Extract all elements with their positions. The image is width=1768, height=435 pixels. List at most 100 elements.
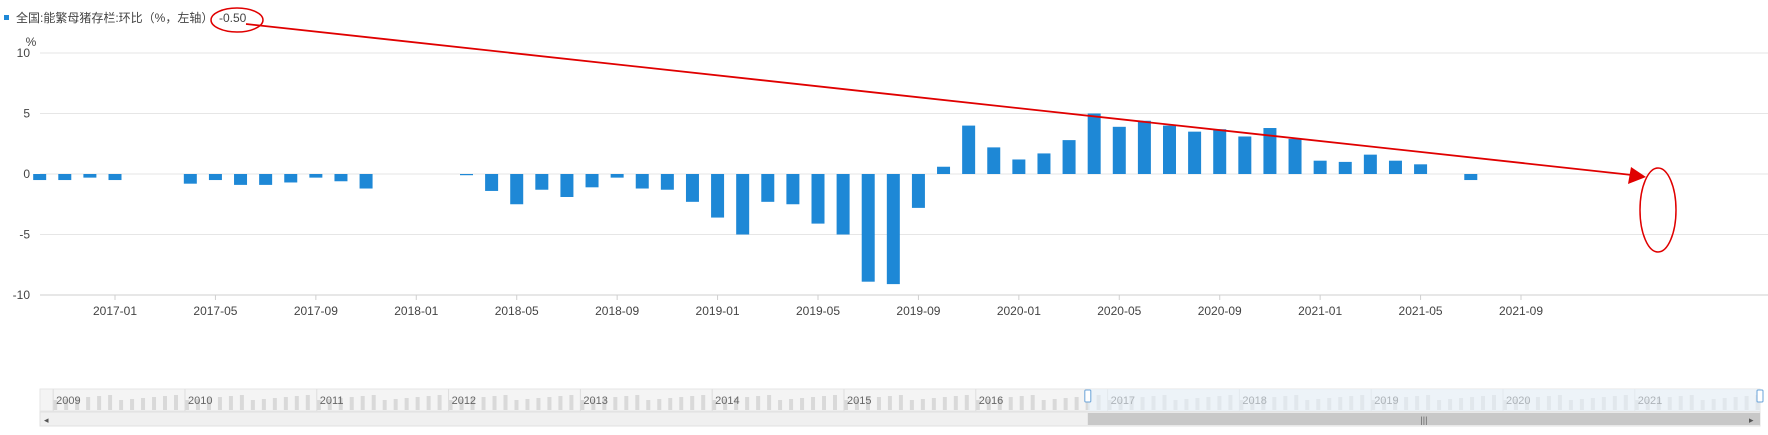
bar[interactable] [33, 174, 47, 181]
bar[interactable] [1388, 160, 1402, 174]
navigator-mini-bar [382, 400, 387, 410]
navigator-window[interactable] [1087, 389, 1760, 411]
bar[interactable] [234, 174, 248, 185]
bar[interactable] [58, 174, 72, 181]
bar[interactable] [811, 174, 825, 224]
bar[interactable] [108, 174, 122, 181]
grid-lines [40, 52, 1768, 296]
bar[interactable] [886, 174, 900, 285]
range-navigator[interactable]: 2009201020112012201320142015201620172018… [39, 388, 1764, 427]
bar[interactable] [83, 174, 97, 178]
navigator-mini-bar [953, 396, 958, 410]
navigator-mini-bar [723, 399, 728, 410]
bar[interactable] [861, 174, 875, 282]
x-axis: 2017-01 2017-05 2017-09 2018-01 2018-05 2018-… [40, 294, 1768, 318]
bar[interactable] [1087, 113, 1101, 175]
bar[interactable] [1012, 159, 1026, 174]
navigator-mini-bar [767, 395, 772, 410]
x-tick-label: 2019-09 [896, 304, 940, 318]
navigator-year-label: 2013 [583, 395, 607, 407]
legend[interactable]: 全国:能繁母猪存栏:环比（%，左轴） -0.50 [4, 10, 247, 25]
navigator-mini-bar [316, 400, 321, 410]
scrollbar-thumb[interactable] [1087, 413, 1760, 425]
bar[interactable] [761, 174, 775, 202]
bar[interactable] [1137, 120, 1151, 174]
navigator-mini-bar [163, 396, 168, 410]
bar[interactable] [987, 147, 1001, 174]
navigator-mini-bar [931, 398, 936, 410]
bar[interactable] [937, 166, 951, 174]
bar[interactable] [836, 174, 850, 235]
scroll-left-arrow-icon[interactable]: ◂ [44, 415, 49, 425]
scroll-right-arrow-icon[interactable]: ▸ [1749, 415, 1754, 425]
navigator-mini-bar [690, 396, 695, 410]
x-tick-label: 2017-09 [294, 304, 338, 318]
navigator-mini-bar [789, 399, 794, 410]
bar[interactable] [485, 174, 499, 191]
bar[interactable] [635, 174, 649, 189]
bar[interactable] [1112, 126, 1126, 174]
navigator-mini-bar [360, 396, 365, 410]
bar[interactable] [309, 174, 323, 178]
navigator-mini-bar [580, 400, 585, 410]
bar[interactable] [1338, 161, 1352, 174]
navigator-handle-right[interactable] [1756, 389, 1764, 403]
bar[interactable] [1213, 129, 1227, 174]
navigator-mini-bar [481, 397, 486, 410]
bar[interactable] [736, 174, 750, 235]
bar[interactable] [1464, 174, 1478, 181]
bar[interactable] [685, 174, 699, 202]
legend-value: -0.50 [219, 11, 247, 25]
scroll-grip-icon[interactable]: ||| [1420, 415, 1427, 425]
bar[interactable] [660, 174, 674, 190]
bar[interactable] [711, 174, 725, 218]
bar[interactable] [1163, 125, 1176, 174]
bar[interactable] [610, 174, 624, 178]
bar[interactable] [560, 174, 574, 197]
navigator-mini-bar [800, 398, 805, 410]
bar[interactable] [1363, 154, 1377, 174]
navigator-mini-bar [217, 397, 222, 410]
navigator-mini-bar [536, 398, 541, 410]
bar[interactable] [259, 174, 273, 185]
bar[interactable] [962, 125, 976, 174]
navigator-mini-bar [920, 399, 925, 410]
bar[interactable] [183, 174, 197, 184]
bar[interactable] [1414, 164, 1428, 174]
navigator-mini-bar [624, 396, 629, 410]
bar[interactable] [1313, 160, 1327, 174]
bar[interactable] [359, 174, 373, 189]
navigator-mini-bar [833, 395, 838, 410]
y-tick-label: 10 [17, 46, 31, 60]
x-tick-label: 2020-05 [1097, 304, 1141, 318]
bar[interactable] [1062, 140, 1076, 174]
bar[interactable] [1238, 136, 1252, 174]
bar[interactable] [1188, 131, 1202, 174]
bar[interactable] [535, 174, 549, 190]
x-tick-label: 2017-05 [193, 304, 237, 318]
bar[interactable] [460, 174, 473, 176]
bar[interactable] [208, 174, 222, 181]
bar[interactable] [1037, 153, 1051, 174]
navigator-mini-bar [811, 397, 816, 410]
navigator-handle-left[interactable] [1084, 389, 1092, 403]
navigator-mini-bar [261, 399, 266, 410]
bar[interactable] [1263, 128, 1277, 174]
navigator-mini-bar [909, 400, 914, 410]
bar[interactable] [1288, 138, 1302, 174]
navigator-mini-bar [184, 400, 189, 410]
bar[interactable] [585, 174, 599, 188]
bar[interactable] [786, 174, 800, 205]
navigator-mini-bar [1085, 396, 1090, 410]
y-axis-unit: % [26, 35, 37, 49]
navigator-mini-bar [1008, 397, 1013, 410]
x-tick-label: 2018-01 [394, 304, 438, 318]
x-tick-label: 2021-09 [1499, 304, 1543, 318]
x-tick-label: 2020-09 [1198, 304, 1242, 318]
bar[interactable] [911, 174, 925, 208]
bar[interactable] [510, 174, 524, 205]
navigator-mini-bar [152, 397, 157, 410]
bar[interactable] [334, 174, 348, 182]
navigator-mini-bar [876, 397, 881, 410]
bar[interactable] [284, 174, 298, 183]
